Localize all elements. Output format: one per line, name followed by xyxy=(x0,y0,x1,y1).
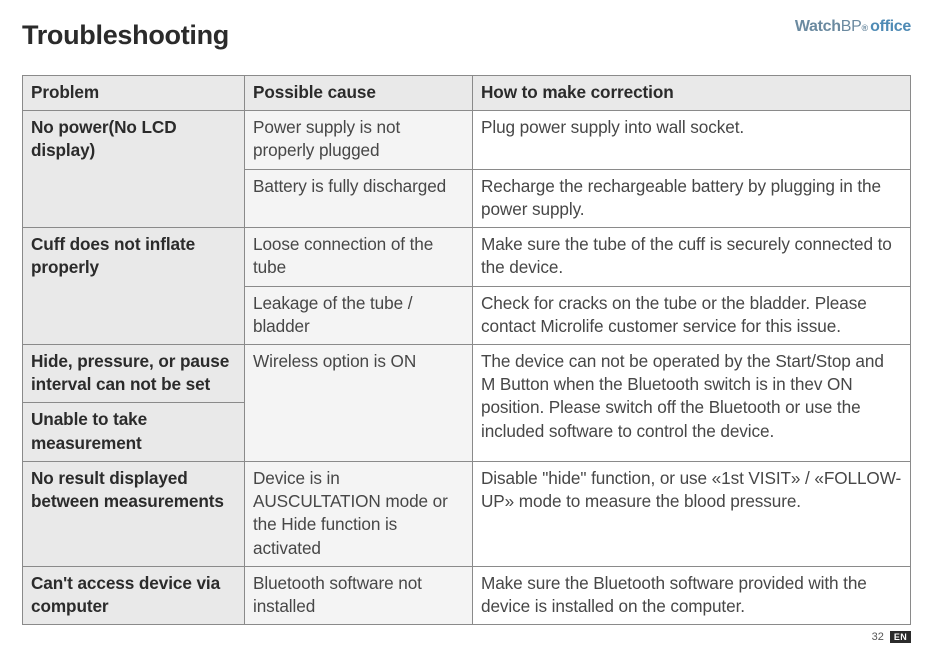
page-footer: 32 EN xyxy=(22,624,911,643)
problem-cell: Hide, pressure, or pause interval can no… xyxy=(23,344,245,402)
correction-cell: Check for cracks on the tube or the blad… xyxy=(473,286,911,344)
logo-watch: Watch xyxy=(795,18,841,36)
col-cause: Possible cause xyxy=(245,76,473,111)
correction-cell: Make sure the tube of the cuff is secure… xyxy=(473,228,911,286)
table-row: Can't access device via computer Bluetoo… xyxy=(23,566,911,624)
cause-cell: Device is in AUSCULTATION mode or the Hi… xyxy=(245,461,473,566)
cause-cell: Bluetooth software not installed xyxy=(245,566,473,624)
problem-cell: No power(No LCD display) xyxy=(23,111,245,228)
correction-cell: Make sure the Bluetooth software provide… xyxy=(473,566,911,624)
page-title: Troubleshooting xyxy=(22,20,229,51)
page-header: Troubleshooting WatchBP®office xyxy=(22,20,911,51)
cause-cell: Wireless option is ON xyxy=(245,344,473,461)
problem-cell: Cuff does not inflate properly xyxy=(23,228,245,345)
correction-cell: The device can not be operated by the St… xyxy=(473,344,911,461)
brand-logo: WatchBP®office xyxy=(795,18,911,36)
logo-bp: BP xyxy=(841,18,862,36)
problem-cell: Can't access device via computer xyxy=(23,566,245,624)
cause-cell: Leakage of the tube / bladder xyxy=(245,286,473,344)
cause-cell: Loose connection of the tube xyxy=(245,228,473,286)
logo-reg: ® xyxy=(861,23,868,33)
correction-cell: Disable "hide" function, or use «1st VIS… xyxy=(473,461,911,566)
col-correction: How to make correction xyxy=(473,76,911,111)
page-number: 32 xyxy=(872,631,884,643)
cause-cell: Battery is fully discharged xyxy=(245,169,473,227)
logo-office: office xyxy=(870,18,911,36)
cause-cell: Power supply is not properly plugged xyxy=(245,111,473,169)
table-header-row: Problem Possible cause How to make corre… xyxy=(23,76,911,111)
problem-cell: Unable to take measurement xyxy=(23,403,245,461)
correction-cell: Plug power supply into wall socket. xyxy=(473,111,911,169)
table-row: No power(No LCD display) Power supply is… xyxy=(23,111,911,169)
table-row: Hide, pressure, or pause interval can no… xyxy=(23,344,911,402)
table-row: No result displayed between measurements… xyxy=(23,461,911,566)
table-row: Cuff does not inflate properly Loose con… xyxy=(23,228,911,286)
troubleshooting-table: Problem Possible cause How to make corre… xyxy=(22,75,911,625)
col-problem: Problem xyxy=(23,76,245,111)
problem-cell: No result displayed between measurements xyxy=(23,461,245,566)
correction-cell: Recharge the rechargeable battery by plu… xyxy=(473,169,911,227)
language-badge: EN xyxy=(890,631,911,643)
